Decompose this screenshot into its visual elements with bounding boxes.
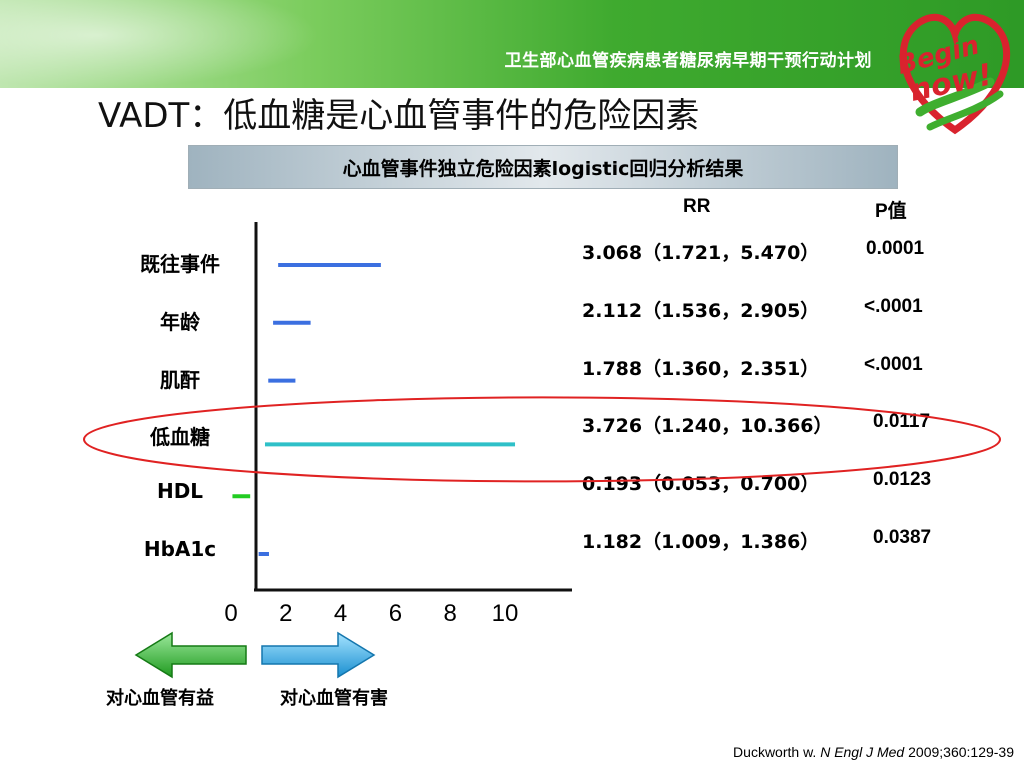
row-rr-value: 1.788（1.360，2.351） <box>582 357 820 380</box>
row-rr-value: 3.068（1.721，5.470） <box>582 242 820 264</box>
harm-arrow <box>261 631 376 679</box>
citation-ref: 2009;360:129-39 <box>908 744 1014 760</box>
citation-author: Duckworth w. <box>733 744 817 760</box>
hands-decoration <box>0 0 320 88</box>
x-tick-label: 4 <box>334 600 347 627</box>
x-tick-label: 10 <box>492 600 519 627</box>
row-p-value: <.0001 <box>864 353 923 375</box>
citation: Duckworth w. N Engl J Med 2009;360:129-3… <box>733 744 1014 760</box>
x-tick-label: 6 <box>389 600 402 627</box>
begin-now-logo: Begin now! <box>894 13 1011 135</box>
row-label: 低血糖 <box>150 425 210 450</box>
row-p-value: 0.0117 <box>873 411 931 433</box>
header-banner: 卫生部心血管疾病患者糖尿病早期干预行动计划 <box>0 0 1024 88</box>
chart-subtitle: 心血管事件独立危险因素logistic回归分析结果 <box>188 145 898 189</box>
harm-label: 对心血管有害 <box>280 688 388 709</box>
row-label: 肌酐 <box>160 367 200 392</box>
column-header-p: P值 <box>875 201 907 222</box>
row-label: HDL <box>156 479 204 504</box>
x-tick-label: 2 <box>279 600 292 627</box>
slide-title: VADT：低血糖是心血管事件的危险因素 <box>98 96 700 136</box>
row-rr-value: 1.182（1.009，1.386） <box>582 531 820 553</box>
row-p-value: 0.0123 <box>873 469 932 491</box>
banner-title: 卫生部心血管疾病患者糖尿病早期干预行动计划 <box>504 51 872 71</box>
benefit-arrow <box>134 631 247 679</box>
x-tick-label: 0 <box>224 600 237 627</box>
highlight-ellipse <box>83 396 1001 483</box>
x-tick-label: 8 <box>444 600 457 627</box>
row-rr-value: 3.726（1.240，10.366） <box>582 415 833 438</box>
benefit-label: 对心血管有益 <box>106 688 214 709</box>
row-label: 既往事件 <box>140 252 220 276</box>
row-p-value: 0.0001 <box>866 238 925 259</box>
row-rr-value: 2.112（1.536，2.905） <box>582 299 820 322</box>
row-rr-value: 0.193（0.053，0.700） <box>582 473 820 496</box>
row-p-value: 0.0387 <box>873 527 932 548</box>
citation-journal: N Engl J Med <box>820 744 905 760</box>
row-p-value: <.0001 <box>864 295 923 317</box>
row-label: HbA1c <box>143 537 217 561</box>
row-label: 年龄 <box>160 309 200 334</box>
column-header-rr: RR <box>683 196 711 217</box>
